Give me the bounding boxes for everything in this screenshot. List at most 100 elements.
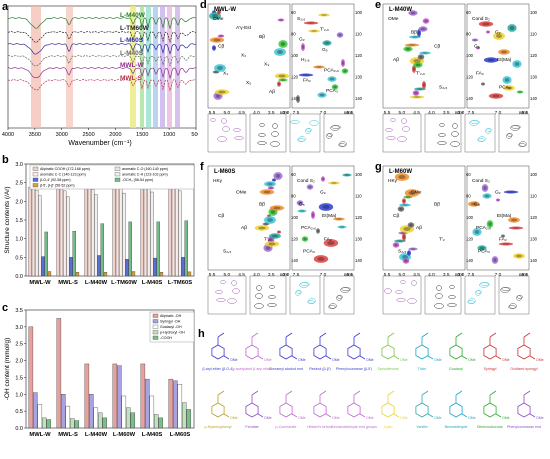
nmr-crosspeak (412, 90, 420, 96)
nmr-crosspeak (214, 89, 230, 95)
nmr-inset-contour (485, 128, 491, 134)
panel-letter-f: f (200, 161, 204, 173)
nmr-ppm-label: ppm (280, 110, 289, 115)
plot-frame (25, 309, 195, 429)
ftir-legend-0: L-M40W (120, 12, 145, 19)
nmr-crosspeak-core (279, 19, 283, 21)
nmr-peak-label: G₂ (299, 37, 305, 43)
nmr-crosspeak (274, 73, 290, 79)
nmr-inset-contour (435, 293, 443, 299)
ftir-tick-label: 500 (191, 132, 198, 138)
y-axis-label: Structure contents (/Ar) (4, 186, 11, 253)
nmr-inset (424, 275, 462, 315)
legend-swatch (114, 177, 121, 182)
nmr-y-tick: 120 (355, 215, 363, 220)
nmr-x-tick: 7.0 (495, 110, 502, 116)
nmr-peak-label: HKγ (388, 178, 398, 184)
nmr-crosspeak-core (497, 199, 499, 201)
panel-c: c 0.0 0.5 1.0 1.5 2.0 2.5 3.0 3.5 -OH content (m… (0, 302, 198, 452)
legend-box (29, 164, 195, 190)
x-tick-label: L-M40S (142, 280, 163, 286)
nmr-inset-contour (309, 120, 319, 126)
nmr-crosspeak-core (263, 190, 271, 194)
panel-letter-d: d (200, 0, 207, 11)
nmr-crosspeak (267, 186, 275, 190)
nmr-crosspeak-core (272, 234, 278, 238)
nmr-crosspeak-core (399, 207, 403, 211)
structure-label: Oxidized syringyl (510, 367, 537, 371)
bar (84, 186, 88, 277)
nmr-crosspeak-core (479, 246, 485, 250)
nmr-peak-label: Cond S₂ (472, 178, 490, 184)
bar (84, 363, 90, 429)
substituent-label: OMe (264, 358, 272, 362)
nmr-frame (382, 165, 466, 271)
nmr-peak-label: Cond S₂ (297, 178, 315, 184)
nmr-inset-contour (518, 143, 526, 147)
bar (28, 186, 32, 277)
structure-label: Phenylcoumaran (β-5') (336, 367, 372, 371)
bar (94, 194, 98, 277)
nmr-crosspeak-core (343, 69, 347, 73)
x-tick-label: L-M40W (85, 432, 108, 438)
nmr-y-tick: 110 (355, 194, 362, 199)
y-tick-label: 2.5 (15, 181, 23, 187)
nmr-crosspeak-core (424, 19, 428, 23)
legend-label: Syringyl -OH (160, 320, 181, 324)
nmr-crosspeak (278, 40, 288, 48)
nmr-panel-f: f 5.5 5.0 4.5 4.0 3.5 3.0 ppm 60 80 100 120 140 7.5 7.… (200, 161, 375, 322)
oh-content-chart: 0.0 0.5 1.0 1.5 2.0 2.5 3.0 3.5 -OH content (mmo… (4, 308, 195, 438)
substituent (359, 413, 366, 418)
legend-label: aromatic C-H (123-102 ppm) (122, 173, 168, 177)
ftir-trace-3 (7, 55, 197, 67)
panel-letter-a: a (2, 1, 9, 13)
bar (103, 272, 108, 277)
nmr-inset (289, 275, 321, 315)
bar (159, 272, 164, 277)
panel-b: b 0.0 0.5 1.0 1.5 2.0 2.5 3.0 Structure content… (0, 154, 198, 302)
nmr-crosspeak (217, 34, 225, 38)
nmr-crosspeak-core (267, 218, 273, 222)
nmr-peak-label: G₅ (322, 47, 328, 53)
nmr-inset-contour (397, 136, 407, 142)
panel-letter-h: h (198, 328, 205, 340)
ftir-trace-4 (7, 67, 197, 80)
nmr-crosspeak (512, 60, 522, 68)
nmr-inset-contour (338, 143, 346, 147)
nmr-crosspeak-core (410, 248, 416, 250)
nmr-inset-contour (222, 126, 230, 132)
band-ch (66, 6, 73, 128)
bar (93, 407, 99, 429)
nmr-crosspeak-core (405, 47, 411, 51)
side-chain (489, 332, 497, 338)
nmr-peak-label: G₂ (320, 190, 326, 196)
bar (74, 420, 80, 429)
bar (100, 223, 104, 277)
nmr-crosspeak-core (215, 94, 221, 98)
side-chain (387, 332, 395, 338)
nmr-inset-contour (385, 128, 393, 132)
side-chain (319, 332, 327, 338)
nmr-inset (464, 113, 496, 153)
nmr-inset (289, 113, 321, 153)
legend-swatch (114, 166, 121, 171)
nmr-crosspeak (317, 92, 327, 98)
nmr-crosspeak-core (422, 52, 428, 54)
y-tick-label: 0.0 (15, 426, 23, 432)
nmr-crosspeak-core (303, 237, 307, 241)
bar (175, 185, 179, 277)
nmr-peak-label: X₂ (241, 52, 246, 58)
structure-5: OMe Spirodienone (377, 332, 408, 371)
nmr-crosspeak (311, 211, 315, 219)
nmr-peak-label: PCA₃ (478, 248, 490, 254)
side-chain (217, 390, 225, 396)
substituent-label: OMe (400, 358, 408, 362)
ftir-tick-label: 1000 (163, 132, 175, 138)
bar (182, 402, 187, 429)
structure-label: Tricin (418, 367, 427, 371)
nmr-y-tick: 120 (466, 237, 474, 242)
nmr-crosspeak (468, 201, 480, 207)
nmr-crosspeak (481, 184, 489, 192)
band-coc (167, 6, 172, 128)
bar (173, 380, 178, 429)
